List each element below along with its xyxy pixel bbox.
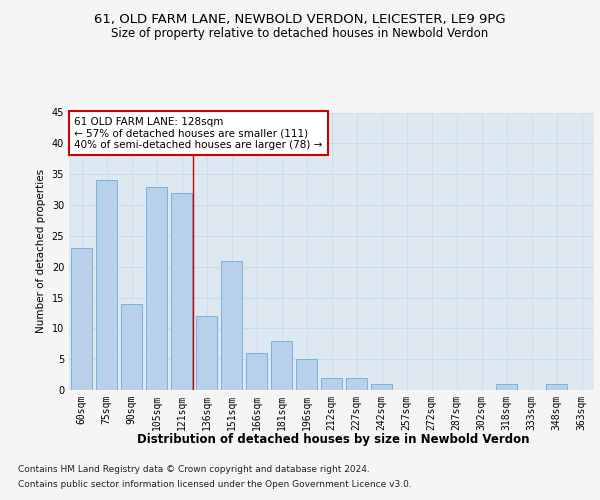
Bar	[346, 378, 367, 390]
Text: Size of property relative to detached houses in Newbold Verdon: Size of property relative to detached ho…	[112, 28, 488, 40]
Bar	[271, 340, 292, 390]
Bar	[546, 384, 567, 390]
Bar	[121, 304, 142, 390]
Text: 61, OLD FARM LANE, NEWBOLD VERDON, LEICESTER, LE9 9PG: 61, OLD FARM LANE, NEWBOLD VERDON, LEICE…	[94, 12, 506, 26]
Bar	[171, 192, 192, 390]
Bar	[96, 180, 117, 390]
Bar	[71, 248, 92, 390]
Bar	[196, 316, 217, 390]
Text: 61 OLD FARM LANE: 128sqm
← 57% of detached houses are smaller (111)
40% of semi-: 61 OLD FARM LANE: 128sqm ← 57% of detach…	[74, 116, 323, 150]
Text: Contains HM Land Registry data © Crown copyright and database right 2024.: Contains HM Land Registry data © Crown c…	[18, 465, 370, 474]
Bar	[146, 186, 167, 390]
Bar	[246, 353, 267, 390]
Bar	[371, 384, 392, 390]
Text: Distribution of detached houses by size in Newbold Verdon: Distribution of detached houses by size …	[137, 432, 529, 446]
Bar	[496, 384, 517, 390]
Y-axis label: Number of detached properties: Number of detached properties	[36, 169, 46, 334]
Bar	[296, 359, 317, 390]
Text: Contains public sector information licensed under the Open Government Licence v3: Contains public sector information licen…	[18, 480, 412, 489]
Bar	[221, 260, 242, 390]
Bar	[321, 378, 342, 390]
